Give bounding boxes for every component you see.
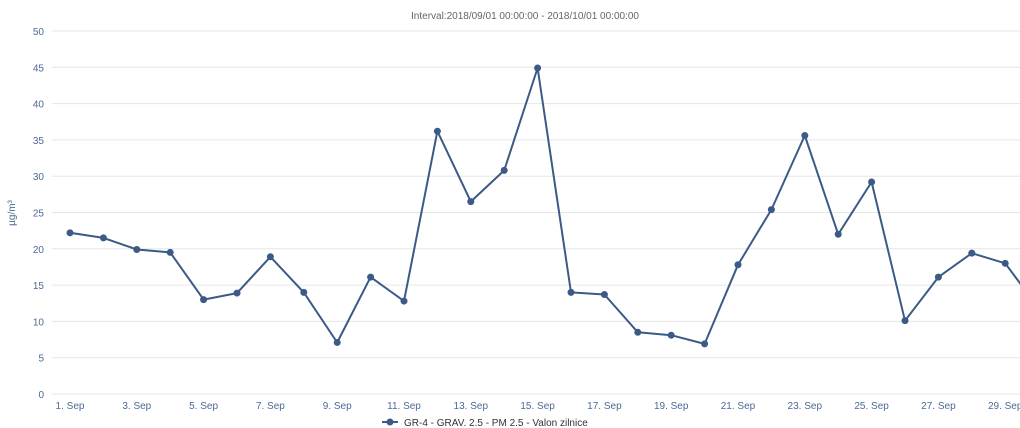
data-point[interactable] <box>1001 259 1009 267</box>
legend-dot-marker <box>386 418 394 426</box>
y-axis-ticks: 0 5 10 15 20 25 30 35 40 45 50 <box>33 27 45 401</box>
x-tick-label: 25. Sep <box>854 401 889 412</box>
data-point[interactable] <box>834 230 842 238</box>
data-point[interactable] <box>701 340 709 348</box>
y-tick-label: 20 <box>33 245 45 256</box>
y-tick-label: 45 <box>33 63 45 74</box>
data-point[interactable] <box>467 198 475 206</box>
data-point[interactable] <box>266 253 274 261</box>
data-point[interactable] <box>433 127 441 135</box>
data-point[interactable] <box>801 132 809 140</box>
series-layer <box>66 64 1020 348</box>
x-tick-label: 17. Sep <box>587 401 622 412</box>
x-tick-label: 19. Sep <box>654 401 689 412</box>
legend[interactable]: GR-4 - GRAV. 2.5 - PM 2.5 - Valon zilnic… <box>382 418 588 428</box>
x-tick-label: 21. Sep <box>721 401 756 412</box>
data-point[interactable] <box>667 331 675 339</box>
y-tick-label: 5 <box>38 354 44 365</box>
data-point[interactable] <box>868 178 876 186</box>
y-axis-label: µg/m³ <box>7 199 18 225</box>
data-point[interactable] <box>767 206 775 214</box>
x-tick-label: 1. Sep <box>56 401 85 412</box>
data-point[interactable] <box>600 291 608 299</box>
x-tick-label: 11. Sep <box>387 401 421 412</box>
y-tick-label: 25 <box>33 209 45 220</box>
data-point[interactable] <box>968 249 976 257</box>
data-point[interactable] <box>934 273 942 281</box>
y-tick-label: 30 <box>33 172 45 183</box>
x-axis-ticks: 1. Sep 3. Sep 5. Sep 7. Sep 9. Sep 11. Sep 13.… <box>56 401 1020 412</box>
x-tick-label: 23. Sep <box>788 401 823 412</box>
data-point[interactable] <box>534 64 542 72</box>
x-tick-label: 15. Sep <box>520 401 555 412</box>
data-point[interactable] <box>567 288 575 296</box>
gridlines <box>52 30 1020 395</box>
x-tick-label: 13. Sep <box>454 401 489 412</box>
y-tick-label: 35 <box>33 136 45 147</box>
legend-label: GR-4 - GRAV. 2.5 - PM 2.5 - Valon zilnic… <box>404 418 588 428</box>
data-point[interactable] <box>133 246 141 254</box>
data-point[interactable] <box>200 296 208 304</box>
y-tick-label: 40 <box>33 100 45 111</box>
data-point[interactable] <box>634 328 642 336</box>
y-tick-label: 10 <box>33 317 45 328</box>
data-point[interactable] <box>66 229 74 237</box>
chart-title: Interval:2018/09/01 00:00:00 - 2018/10/0… <box>411 11 639 22</box>
data-point[interactable] <box>901 317 909 325</box>
x-tick-label: 29. Sep <box>988 401 1020 412</box>
y-tick-label: 0 <box>38 390 44 401</box>
x-tick-label: 7. Sep <box>256 401 285 412</box>
x-tick-label: 3. Sep <box>122 401 151 412</box>
y-tick-label: 50 <box>33 27 45 38</box>
data-point[interactable] <box>734 261 742 269</box>
series-line <box>69 67 1020 345</box>
data-point[interactable] <box>333 338 341 346</box>
data-point[interactable] <box>500 166 508 174</box>
x-tick-label: 9. Sep <box>323 401 352 412</box>
data-point[interactable] <box>300 288 308 296</box>
data-point[interactable] <box>233 289 241 297</box>
data-point[interactable] <box>367 273 375 281</box>
y-tick-label: 15 <box>33 281 45 292</box>
x-tick-label: 5. Sep <box>189 401 218 412</box>
data-point[interactable] <box>400 297 408 305</box>
data-point[interactable] <box>99 234 107 242</box>
x-tick-label: 27. Sep <box>921 401 956 412</box>
data-point[interactable] <box>166 248 174 256</box>
